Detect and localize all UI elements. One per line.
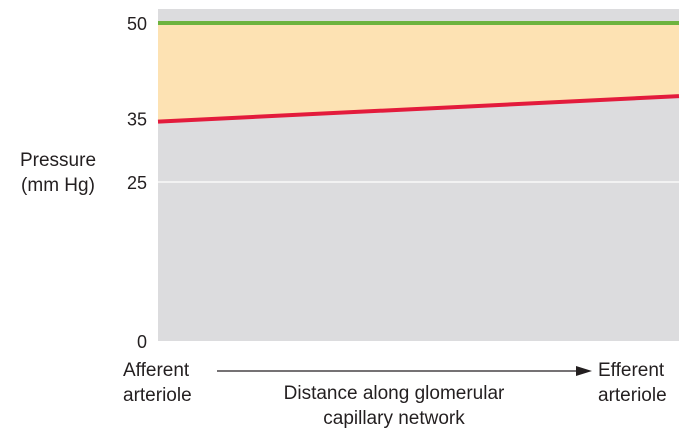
x-axis-title-line-2: capillary network — [323, 408, 465, 429]
x-axis-title-line-1: Distance along glomerular — [283, 383, 505, 404]
y-axis-title: Pressure (mm Hg) — [8, 148, 108, 198]
x-start-label-line-1: Afferent — [123, 360, 190, 381]
y-tick-25: 25 — [127, 173, 147, 193]
y-axis-title-line-2: (mm Hg) — [21, 175, 95, 196]
x-end-label-line-1: Efferent — [598, 360, 665, 381]
x-start-label: Afferent arteriole — [123, 358, 192, 408]
x-start-label-line-2: arteriole — [123, 385, 192, 406]
y-tick-0: 0 — [137, 332, 147, 352]
x-axis-title: Distance along glomerular capillary netw… — [234, 381, 554, 431]
y-tick-50: 50 — [127, 14, 147, 34]
area-between-lines — [158, 23, 679, 122]
area-below-lower-line — [158, 96, 679, 341]
x-end-label: Efferent arteriole — [598, 358, 667, 408]
y-tick-35: 35 — [127, 109, 147, 129]
x-axis-arrow-head — [576, 366, 592, 376]
x-end-label-line-2: arteriole — [598, 385, 667, 406]
lower-line — [157, 94, 680, 124]
y-axis-title-line-1: Pressure — [19, 150, 97, 171]
